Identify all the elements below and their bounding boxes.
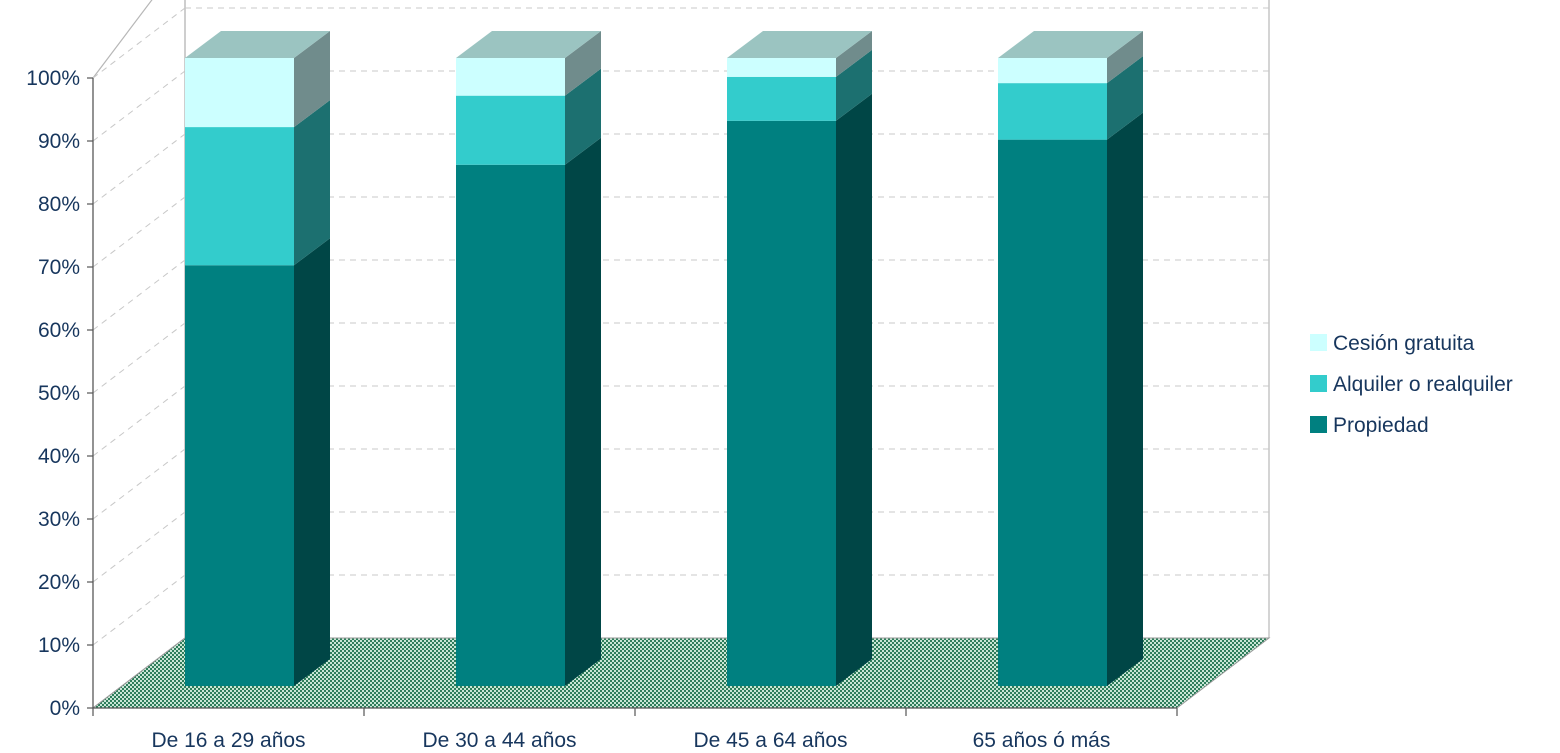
legend-label: Propiedad [1333,414,1429,437]
legend-swatch [1310,416,1327,433]
bar-front [727,120,836,687]
y-tick-label: 100% [26,67,80,90]
legend-item: Cesión gratuita [1310,332,1475,355]
axes [87,77,1178,716]
bar-front [998,83,1107,140]
legend-item: Propiedad [1310,414,1429,437]
legend-label: Cesión gratuita [1333,332,1475,355]
bar-segment-0-2 [185,31,330,128]
bar-segment-0-0 [185,238,330,687]
legend-swatch [1310,334,1327,351]
bar-side [565,137,601,686]
y-tick-label: 40% [38,445,80,468]
bar-front [185,127,294,266]
bar-segment-3-2 [998,31,1143,84]
bar-segment-3-1 [998,56,1143,140]
y-tick-label: 10% [38,634,80,657]
bar-side [836,93,872,687]
gridline-side [92,448,186,520]
y-tick-label: 80% [38,193,80,216]
gridline-side [92,511,186,583]
bar-side [1107,31,1143,84]
bar-side [294,100,330,266]
bar-side [1107,112,1143,686]
bar-top [727,31,872,58]
bar-front [998,58,1107,84]
gridline-side [92,7,186,79]
gridline-side [92,259,186,331]
bar-top [998,31,1143,58]
gridline-side [92,70,186,142]
bar-side [836,49,872,121]
bar-segment-3-0 [998,112,1143,686]
x-tick-labels: De 16 a 29 años De 30 a 44 años De 45 a 64… [151,729,1110,752]
bar-front [456,58,565,96]
bar-front [456,164,565,686]
bar-top [185,31,330,58]
bar-segment-1-2 [456,31,601,96]
gridline-side [92,133,186,205]
y-tick-labels: 0% 10% 20% 30% 40% 50% 60% 70% 80% 90% 100% [26,67,80,720]
legend-item: Alquiler o realquiler [1310,373,1513,396]
x-tick-label: De 45 a 64 años [693,729,847,752]
gridline-side [92,196,186,268]
bar-front [185,265,294,686]
bar-segment-2-2 [727,31,872,77]
bar-top [456,31,601,58]
gridline-side [92,322,186,394]
legend-label: Alquiler o realquiler [1333,373,1513,396]
x-tick-label: 65 años ó más [973,729,1111,752]
bar-segment-2-0 [727,93,872,687]
y-tick-label: 90% [38,130,80,153]
bar-segment-1-1 [456,68,601,165]
gridline-side [92,385,186,457]
y-tick-label: 70% [38,256,80,279]
bar-front [727,58,836,77]
bar-segment-2-1 [727,49,872,121]
bar-front [998,139,1107,686]
y-tick-label: 60% [38,319,80,342]
bar-front [727,76,836,121]
legend: Cesión gratuita Alquiler o realquiler Prop… [1310,332,1513,437]
bar-side [836,31,872,77]
bar-segment-1-0 [456,137,601,686]
y-tick-label: 50% [38,382,80,405]
bar-front [185,58,294,128]
legend-swatch [1310,375,1327,392]
bar-side [294,238,330,687]
y-tick-label: 30% [38,508,80,531]
x-tick-label: De 16 a 29 años [151,729,305,752]
bar-front [456,95,565,165]
bar-side [565,31,601,96]
y-tick-label: 0% [50,697,80,720]
y-tick-label: 20% [38,571,80,594]
x-tick-label: De 30 a 44 años [422,729,576,752]
bars [185,31,1143,687]
gridline-side [92,574,186,646]
bar-side [565,68,601,165]
bar-side [1107,56,1143,140]
bar-segment-0-1 [185,100,330,266]
bar-side [294,31,330,128]
